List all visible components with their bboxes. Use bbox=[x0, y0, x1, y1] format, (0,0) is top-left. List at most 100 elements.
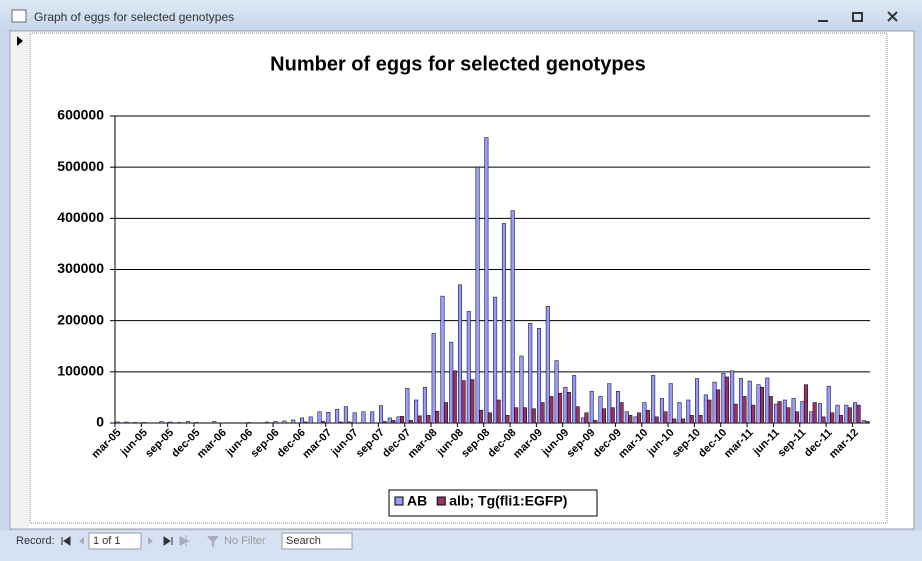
record-selector[interactable] bbox=[11, 32, 29, 528]
bar bbox=[452, 370, 457, 424]
bar bbox=[387, 417, 392, 424]
y-tick-label: 400000 bbox=[57, 209, 104, 225]
bar bbox=[651, 375, 656, 424]
bar bbox=[607, 383, 612, 424]
bar bbox=[247, 422, 252, 424]
window-icon bbox=[11, 9, 27, 23]
bar bbox=[642, 402, 647, 424]
bar bbox=[461, 380, 466, 424]
bar bbox=[308, 416, 313, 424]
bar bbox=[835, 404, 840, 424]
bar bbox=[352, 412, 357, 424]
bar bbox=[645, 409, 650, 424]
bar bbox=[361, 411, 366, 424]
bar bbox=[510, 210, 515, 424]
bar bbox=[703, 394, 708, 424]
bar bbox=[519, 355, 524, 424]
bar bbox=[443, 402, 448, 424]
bar bbox=[654, 416, 659, 424]
bar bbox=[695, 378, 700, 424]
bar bbox=[738, 378, 743, 424]
bar bbox=[435, 410, 440, 424]
bar bbox=[756, 384, 761, 424]
search-placeholder: Search bbox=[286, 535, 321, 547]
bar bbox=[458, 284, 463, 424]
bar bbox=[470, 379, 475, 424]
bar bbox=[724, 376, 729, 424]
bar bbox=[777, 401, 782, 424]
bar bbox=[760, 386, 765, 424]
bar bbox=[598, 396, 603, 424]
bar bbox=[812, 402, 817, 424]
bar bbox=[768, 396, 773, 424]
bar bbox=[405, 387, 410, 424]
maximize-button[interactable] bbox=[852, 12, 863, 22]
y-tick-label: 200000 bbox=[57, 311, 104, 327]
bar bbox=[575, 406, 580, 424]
y-tick-label: 300000 bbox=[57, 260, 104, 276]
bar bbox=[426, 415, 431, 424]
bar bbox=[786, 407, 791, 424]
bar bbox=[194, 422, 199, 424]
bar bbox=[584, 412, 589, 424]
status-bar bbox=[0, 531, 922, 561]
new-record-button[interactable] bbox=[179, 535, 190, 547]
bar bbox=[826, 385, 831, 424]
window-title: Graph of eggs for selected genotypes bbox=[34, 10, 234, 24]
bar bbox=[830, 412, 835, 424]
bar bbox=[505, 415, 510, 424]
last-record-button[interactable] bbox=[163, 536, 173, 546]
bar bbox=[791, 398, 796, 424]
bar bbox=[698, 415, 703, 424]
legend bbox=[388, 489, 598, 517]
bar bbox=[273, 421, 278, 424]
record-position: 1 of 1 bbox=[93, 535, 121, 547]
bar bbox=[856, 404, 861, 424]
bar bbox=[865, 421, 870, 424]
bar bbox=[514, 407, 519, 424]
bar bbox=[619, 402, 624, 424]
bar bbox=[264, 421, 269, 424]
bar bbox=[282, 420, 287, 424]
bar bbox=[721, 373, 726, 424]
bar bbox=[633, 416, 638, 424]
bar bbox=[479, 409, 484, 424]
filter-icon bbox=[207, 536, 219, 548]
bar bbox=[616, 391, 621, 424]
bar bbox=[440, 295, 445, 424]
bar bbox=[563, 386, 568, 424]
bar bbox=[803, 384, 808, 424]
bar bbox=[466, 311, 471, 424]
legend-label: alb; Tg(fli1:EGFP) bbox=[449, 493, 567, 509]
bar bbox=[343, 406, 348, 424]
title-bar bbox=[0, 0, 922, 32]
search-box[interactable] bbox=[281, 532, 353, 550]
bar bbox=[141, 422, 146, 424]
bar bbox=[554, 360, 559, 424]
bar bbox=[809, 411, 814, 424]
bar bbox=[496, 399, 501, 424]
close-button[interactable] bbox=[887, 11, 898, 22]
bar bbox=[589, 391, 594, 424]
y-tick-label: 600000 bbox=[57, 107, 104, 123]
bar bbox=[326, 412, 331, 424]
record-position-box[interactable] bbox=[88, 532, 142, 550]
bar bbox=[558, 393, 563, 424]
chart-area bbox=[29, 32, 888, 524]
chart-title: Number of eggs for selected genotypes bbox=[270, 53, 646, 75]
legend-label: AB bbox=[407, 493, 427, 509]
previous-record-button[interactable] bbox=[79, 537, 84, 545]
bar bbox=[391, 420, 396, 424]
bar bbox=[689, 415, 694, 424]
next-record-button[interactable] bbox=[148, 537, 153, 545]
bar bbox=[839, 415, 844, 424]
first-record-button[interactable] bbox=[61, 536, 71, 546]
bar bbox=[212, 421, 217, 424]
bar bbox=[800, 401, 805, 424]
bar bbox=[545, 306, 550, 424]
bar bbox=[601, 408, 606, 424]
filter-status[interactable]: No Filter bbox=[224, 535, 266, 547]
bar bbox=[628, 415, 633, 424]
bar bbox=[487, 412, 492, 424]
bar bbox=[382, 421, 387, 424]
